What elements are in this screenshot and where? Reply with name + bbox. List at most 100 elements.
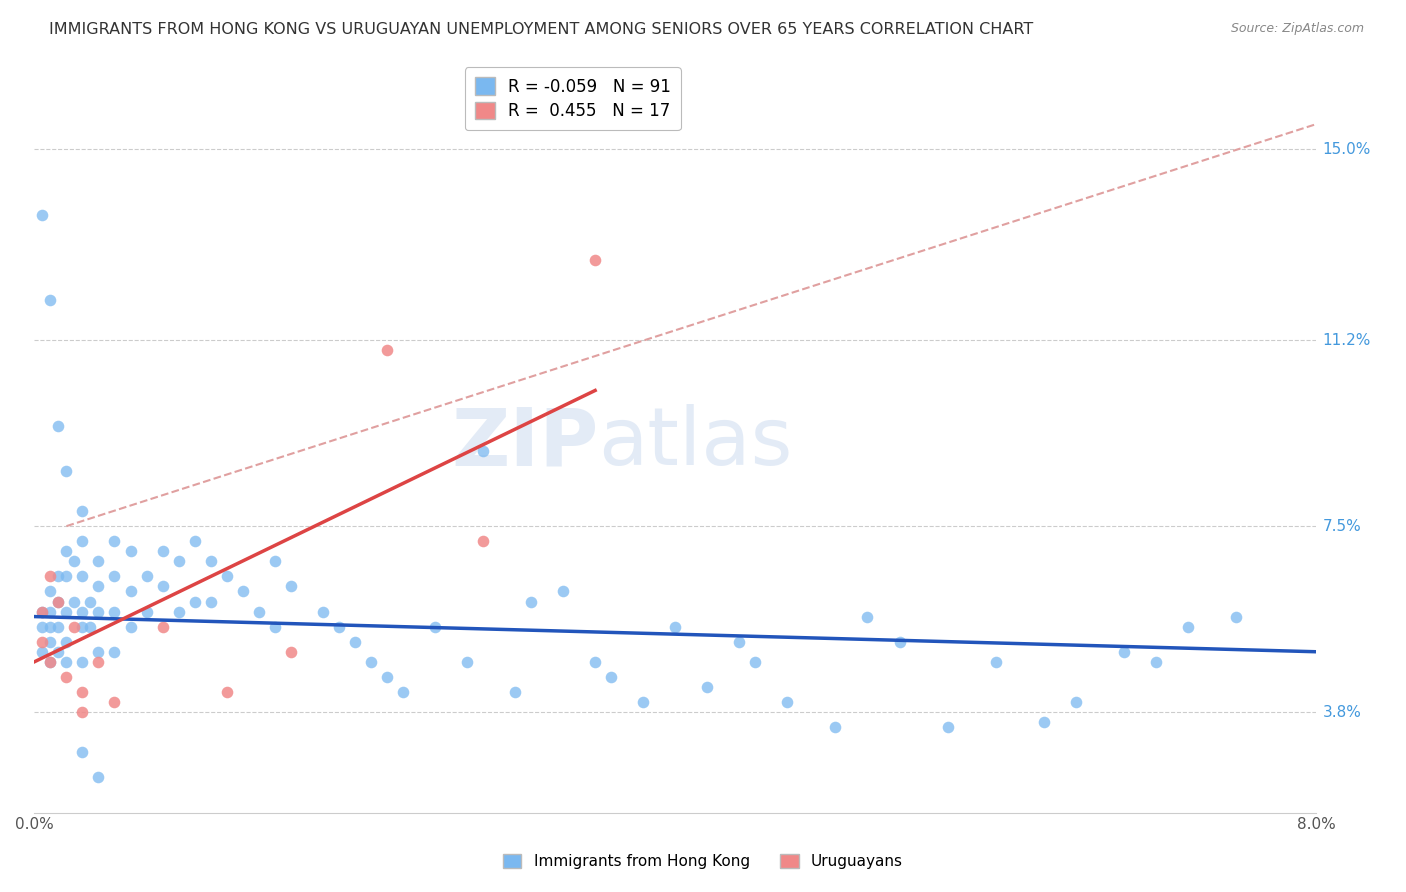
Point (503, 685, 526, 699)
Point (232, 584, 254, 599)
Point (39, 293, 62, 307)
Point (520, 594, 543, 608)
Point (87, 605, 110, 619)
Text: IMMIGRANTS FROM HONG KONG VS URUGUAYAN UNEMPLOYMENT AMONG SENIORS OVER 65 YEARS : IMMIGRANTS FROM HONG KONG VS URUGUAYAN U… (49, 22, 1033, 37)
Point (103, 645, 125, 659)
Point (31, 634, 53, 648)
Point (55, 569, 77, 583)
Point (1177, 619, 1199, 633)
Point (583, 655, 606, 669)
Point (1032, 715, 1054, 730)
Point (55, 634, 77, 648)
Point (120, 584, 142, 599)
Point (103, 534, 125, 549)
Point (103, 695, 125, 709)
Point (87, 645, 110, 659)
Point (696, 680, 718, 694)
Text: 15.0%: 15.0% (1323, 142, 1371, 157)
Point (728, 634, 751, 648)
Point (360, 655, 382, 669)
Point (72, 504, 94, 518)
Point (664, 619, 686, 633)
Point (72, 534, 94, 549)
Point (167, 554, 190, 568)
Point (135, 569, 157, 583)
Point (375, 670, 398, 684)
Point (48, 594, 70, 608)
Point (48, 645, 70, 659)
Point (39, 619, 62, 633)
Text: 7.5%: 7.5% (1323, 518, 1361, 533)
Point (392, 685, 415, 699)
Point (328, 619, 350, 633)
Point (72, 605, 94, 619)
Point (200, 554, 222, 568)
Point (152, 579, 174, 593)
Text: 3.8%: 3.8% (1323, 705, 1361, 720)
Point (55, 670, 77, 684)
Point (48, 569, 70, 583)
Legend: Immigrants from Hong Kong, Uruguayans: Immigrants from Hong Kong, Uruguayans (496, 848, 910, 875)
Point (55, 605, 77, 619)
Point (200, 594, 222, 608)
Point (103, 605, 125, 619)
Point (55, 544, 77, 558)
Point (63, 554, 86, 568)
Point (152, 619, 174, 633)
Point (87, 655, 110, 669)
Point (48, 418, 70, 433)
Point (889, 634, 911, 648)
Point (1225, 609, 1247, 624)
Point (72, 705, 94, 719)
Point (1064, 695, 1087, 709)
Point (31, 208, 53, 222)
Point (39, 584, 62, 599)
Text: 11.2%: 11.2% (1323, 333, 1371, 348)
Point (39, 634, 62, 648)
Point (183, 534, 205, 549)
Point (31, 605, 53, 619)
Point (280, 645, 302, 659)
Point (600, 670, 623, 684)
Point (39, 655, 62, 669)
Point (48, 619, 70, 633)
Point (215, 685, 238, 699)
Point (744, 655, 766, 669)
Point (55, 655, 77, 669)
Point (31, 619, 53, 633)
Point (984, 655, 1007, 669)
Point (631, 695, 654, 709)
Point (72, 569, 94, 583)
Point (87, 554, 110, 568)
Point (87, 579, 110, 593)
Point (72, 655, 94, 669)
Legend: R = -0.059   N = 91, R =  0.455   N = 17: R = -0.059 N = 91, R = 0.455 N = 17 (464, 68, 681, 130)
Point (39, 655, 62, 669)
Point (120, 619, 142, 633)
Text: Source: ZipAtlas.com: Source: ZipAtlas.com (1230, 22, 1364, 36)
Point (856, 609, 879, 624)
Point (456, 655, 478, 669)
Text: ZIP: ZIP (451, 404, 599, 483)
Point (167, 605, 190, 619)
Point (87, 770, 110, 784)
Point (79, 594, 101, 608)
Point (583, 252, 606, 267)
Text: atlas: atlas (599, 404, 793, 483)
Point (39, 605, 62, 619)
Point (63, 594, 86, 608)
Point (79, 619, 101, 633)
Point (776, 695, 799, 709)
Point (72, 745, 94, 759)
Point (135, 605, 157, 619)
Point (263, 554, 285, 568)
Point (63, 619, 86, 633)
Point (247, 605, 270, 619)
Point (423, 619, 446, 633)
Point (72, 619, 94, 633)
Point (551, 584, 574, 599)
Point (103, 569, 125, 583)
Point (48, 594, 70, 608)
Point (1144, 655, 1167, 669)
Point (263, 619, 285, 633)
